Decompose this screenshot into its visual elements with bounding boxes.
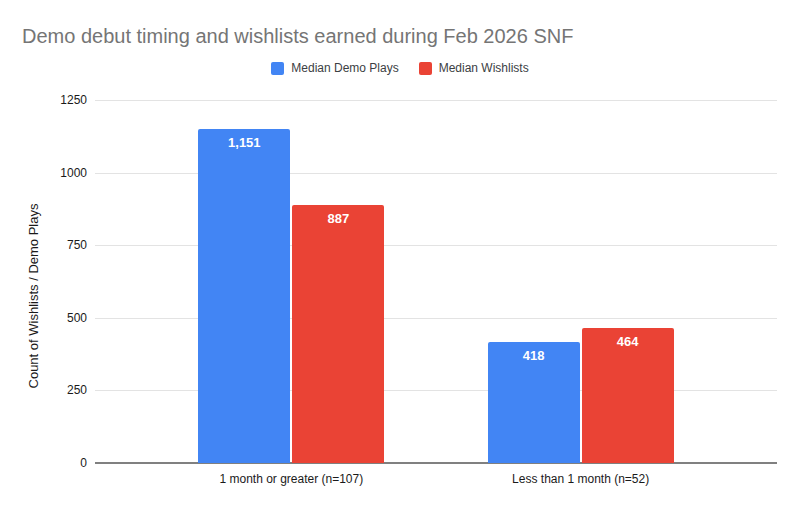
bar-median-demo-plays-cat1[interactable]	[198, 129, 290, 463]
gridline	[95, 245, 777, 246]
x-category-label: 1 month or greater (n=107)	[219, 472, 363, 486]
gridline	[95, 173, 777, 174]
bar-median-wishlists-cat2[interactable]	[582, 328, 674, 463]
bar-median-wishlists-cat1[interactable]	[292, 205, 384, 463]
gridline	[95, 390, 777, 391]
gridline	[95, 318, 777, 319]
y-tick-label: 250	[0, 383, 87, 397]
chart-container: Demo debut timing and wishlists earned d…	[0, 0, 800, 509]
bar-median-demo-plays-cat2[interactable]	[488, 342, 580, 463]
y-tick-label: 0	[0, 456, 87, 470]
y-tick-label: 750	[0, 238, 87, 252]
x-axis-baseline	[95, 462, 777, 464]
x-category-label: Less than 1 month (n=52)	[512, 472, 649, 486]
y-tick-label: 1000	[0, 166, 87, 180]
y-tick-label: 1250	[0, 93, 87, 107]
plot-area: 0250500750100012501,1518871 month or gre…	[0, 0, 800, 509]
y-tick-label: 500	[0, 311, 87, 325]
gridline	[95, 100, 777, 101]
